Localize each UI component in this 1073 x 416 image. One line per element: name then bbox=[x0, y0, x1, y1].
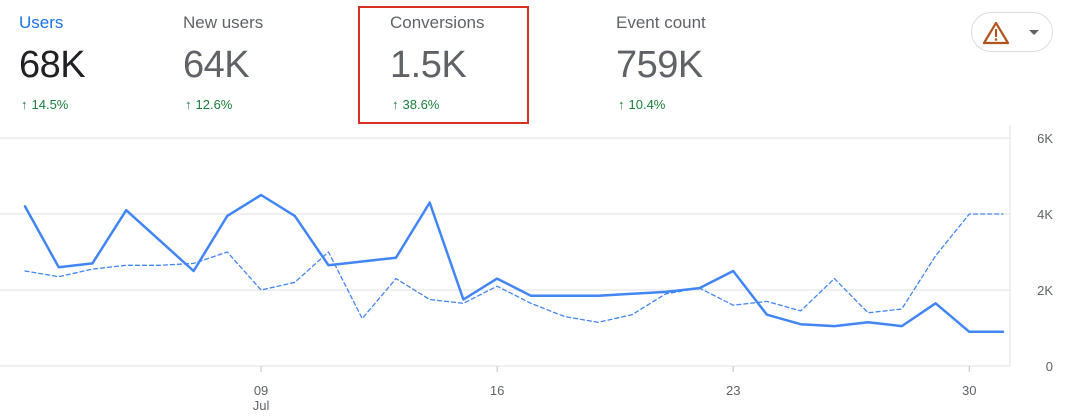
y-tick-label: 2K bbox=[1037, 283, 1053, 298]
x-tick-label: 09 bbox=[254, 383, 268, 398]
metric-label-event-count: Event count bbox=[616, 13, 706, 32]
metric-label-users: Users bbox=[19, 13, 64, 32]
metric-value-event-count: 759K bbox=[616, 44, 703, 86]
x-tick-label: 16 bbox=[490, 383, 504, 398]
x-tick-label: 23 bbox=[726, 383, 740, 398]
y-axis-labels: 0 2K 4K 6K bbox=[1037, 131, 1053, 374]
metric-change-value: 14.5% bbox=[31, 97, 69, 112]
metric-label-conversions: Conversions bbox=[390, 13, 485, 32]
metric-value-users: 68K bbox=[19, 44, 86, 86]
x-tick-label: 30 bbox=[962, 383, 976, 398]
x-tick-sublabel: Jul bbox=[253, 398, 270, 413]
metric-change-value: 38.6% bbox=[402, 97, 440, 112]
arrow-up-icon: ↑ bbox=[21, 97, 28, 112]
metric-label-new-users: New users bbox=[183, 13, 264, 32]
warning-icon bbox=[982, 21, 1010, 45]
arrow-up-icon: ↑ bbox=[618, 97, 625, 112]
metric-value-conversions: 1.5K bbox=[390, 44, 467, 86]
alert-menu-button[interactable] bbox=[971, 12, 1053, 52]
metric-change-conversions: ↑ 38.6% bbox=[392, 97, 439, 112]
comparison-series-line bbox=[24, 213, 1004, 323]
metric-change-value: 10.4% bbox=[628, 97, 666, 112]
chart-grid bbox=[0, 125, 1011, 372]
y-tick-label: 0 bbox=[1046, 359, 1053, 374]
metric-change-value: 12.6% bbox=[195, 97, 233, 112]
metric-highlight-box bbox=[358, 6, 529, 124]
users-series-line bbox=[23, 193, 1005, 334]
y-tick-label: 4K bbox=[1037, 207, 1053, 222]
y-tick-label: 6K bbox=[1037, 131, 1053, 146]
metric-change-new-users: ↑ 12.6% bbox=[185, 97, 232, 112]
chart-series bbox=[23, 193, 1005, 334]
arrow-up-icon: ↑ bbox=[185, 97, 192, 112]
metric-change-event-count: ↑ 10.4% bbox=[618, 97, 665, 112]
metric-change-users: ↑ 14.5% bbox=[21, 97, 68, 112]
metric-value-new-users: 64K bbox=[183, 44, 250, 86]
chevron-down-icon bbox=[1029, 30, 1039, 35]
arrow-up-icon: ↑ bbox=[392, 97, 399, 112]
